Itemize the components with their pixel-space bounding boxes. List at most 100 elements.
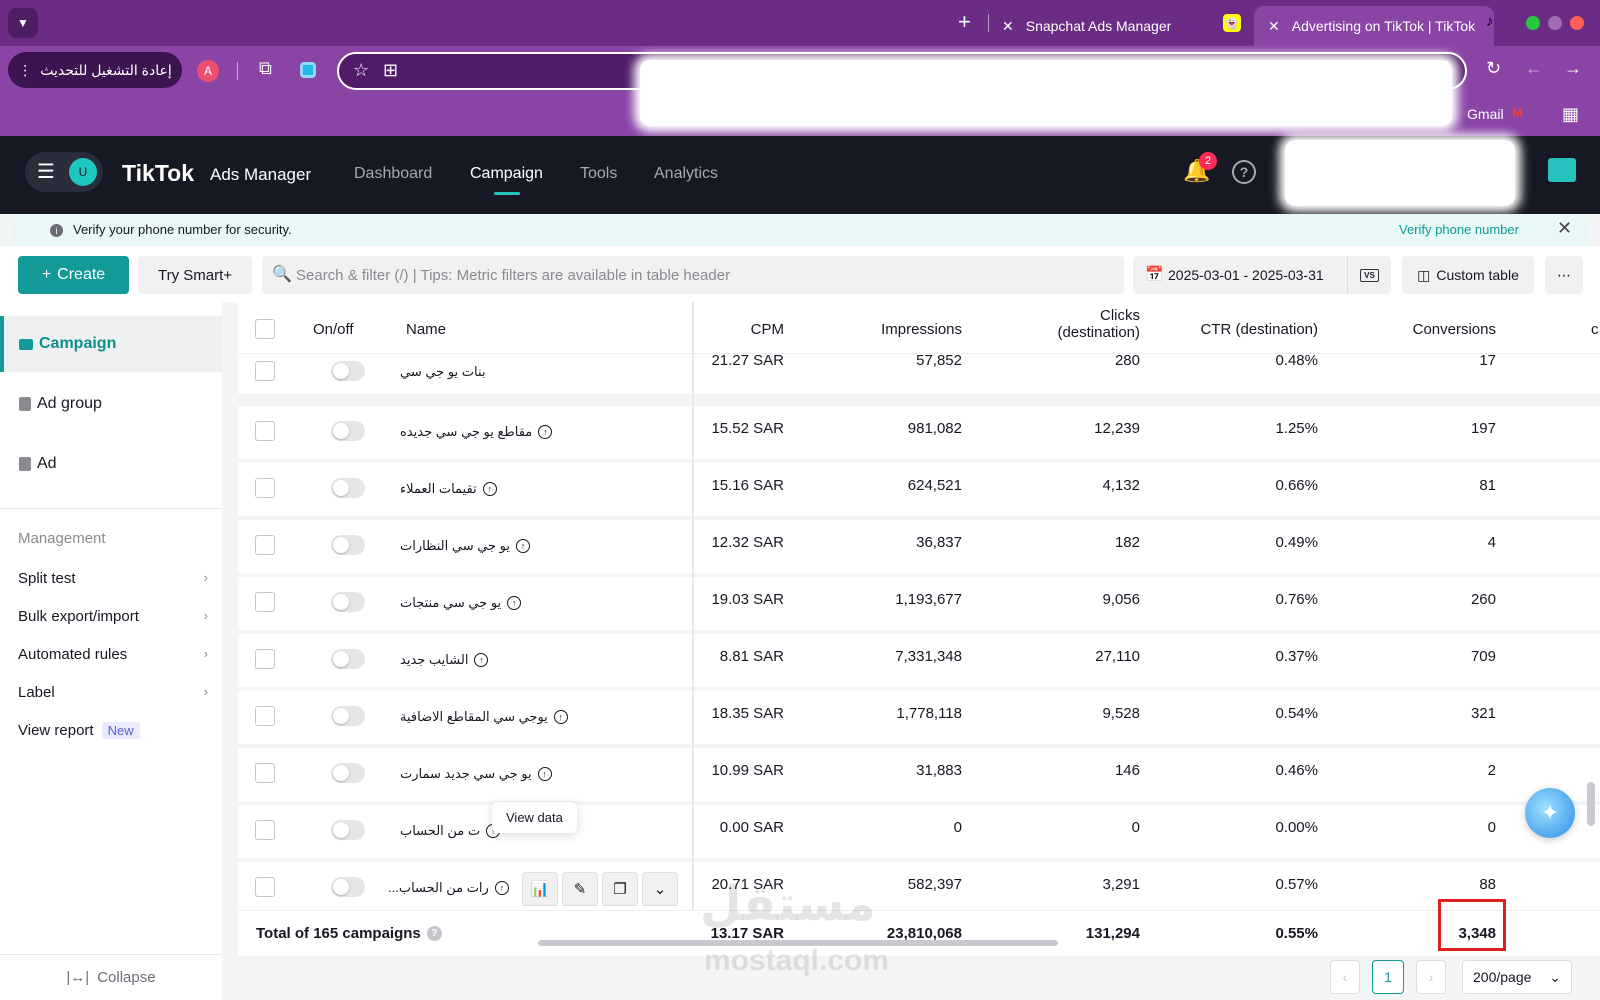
close-window-icon[interactable] bbox=[1570, 16, 1584, 30]
column-name[interactable]: Name bbox=[406, 321, 447, 338]
page-size-select[interactable]: 200/page ⌄ bbox=[1462, 960, 1572, 994]
minimize-window-icon[interactable] bbox=[1548, 16, 1562, 30]
table-row[interactable]: يو جي سي منتجات ↑ 19.03 SAR 1,193,677 9,056 0… bbox=[238, 577, 1600, 630]
close-tab-icon[interactable]: ✕ bbox=[1268, 17, 1280, 34]
reload-icon[interactable]: ↻ bbox=[1486, 58, 1502, 78]
new-tab-icon[interactable]: + bbox=[958, 9, 971, 34]
translate-icon[interactable]: ⊞ bbox=[383, 60, 399, 80]
campaign-name[interactable]: يوجي سي المقاطع الاضافية ↑ bbox=[400, 709, 568, 725]
row-checkbox[interactable] bbox=[255, 877, 275, 897]
table-row[interactable]: يوجي سي المقاطع الاضافية ↑ 18.35 SAR 1,778,… bbox=[238, 691, 1600, 744]
page-number[interactable]: 1 bbox=[1372, 960, 1404, 994]
sidebar-item-ad[interactable]: Ad bbox=[0, 436, 222, 492]
campaign-name[interactable]: ت من الحساب↑ bbox=[400, 823, 501, 839]
sidebar-item-ad-group[interactable]: Ad group bbox=[0, 376, 222, 432]
assistant-sparkle-icon[interactable]: ✦ bbox=[1525, 788, 1575, 838]
create-button[interactable]: + Create bbox=[18, 256, 129, 294]
verify-phone-link[interactable]: Verify phone number bbox=[1399, 222, 1519, 237]
vertical-scrollbar[interactable] bbox=[1587, 782, 1595, 826]
row-checkbox[interactable] bbox=[255, 535, 275, 555]
account-menu-button[interactable]: ☰ U bbox=[25, 152, 103, 192]
row-checkbox[interactable] bbox=[255, 820, 275, 840]
campaign-toggle[interactable] bbox=[331, 649, 365, 669]
campaign-name[interactable]: يو جي سي منتجات ↑ bbox=[400, 595, 522, 611]
horizontal-scrollbar[interactable] bbox=[538, 940, 1058, 946]
campaign-toggle[interactable] bbox=[331, 820, 365, 840]
sidebar-item-label-menu[interactable]: Label › bbox=[18, 684, 208, 701]
collapse-sidebar-button[interactable]: |↔| Collapse bbox=[0, 954, 222, 1000]
next-page-button[interactable]: › bbox=[1416, 960, 1446, 994]
tab-search-icon[interactable]: ▼ bbox=[8, 8, 38, 38]
select-all-checkbox[interactable] bbox=[255, 319, 275, 339]
back-icon[interactable]: → bbox=[1564, 58, 1582, 78]
compare-button[interactable]: VS bbox=[1347, 256, 1391, 294]
try-smart-plus-button[interactable]: Try Smart+ bbox=[138, 256, 252, 294]
tab-snapchat[interactable]: ✕ Snapchat Ads Manager bbox=[1002, 6, 1252, 46]
prev-page-button[interactable]: ‹ bbox=[1330, 960, 1360, 994]
view-data-chart-icon[interactable]: 📊 bbox=[522, 872, 558, 906]
campaign-name[interactable]: بنات يو جي سي bbox=[400, 364, 486, 380]
campaign-toggle[interactable] bbox=[331, 706, 365, 726]
table-row[interactable]: تقيمات العملاء ↑ 15.16 SAR 624,521 4,132 0.66… bbox=[238, 463, 1600, 516]
help-circle-icon[interactable]: ? bbox=[426, 926, 442, 941]
custom-table-button[interactable]: ◫ Custom table bbox=[1402, 256, 1534, 294]
table-row[interactable]: ...رات من الحساب ↑ 20.71 SAR 582,397 3,291 0.… bbox=[238, 862, 1600, 915]
close-banner-icon[interactable]: ✕ bbox=[1557, 218, 1573, 238]
campaign-toggle[interactable] bbox=[331, 877, 365, 897]
column-cpm[interactable]: CPM bbox=[750, 321, 784, 338]
row-checkbox[interactable] bbox=[255, 361, 275, 381]
apps-grid-icon[interactable]: ▦ bbox=[1562, 104, 1580, 124]
screenshot-extension-icon[interactable] bbox=[300, 62, 316, 78]
table-row[interactable]: الشايب جديد ↑ 8.81 SAR 7,331,348 27,110 0.37%… bbox=[238, 634, 1600, 687]
more-options-button[interactable]: ⋯ bbox=[1545, 256, 1583, 294]
sidebar-item-split-test[interactable]: Split test › bbox=[18, 570, 208, 587]
campaign-name[interactable]: يو جي سي النظارات ↑ bbox=[400, 538, 531, 554]
nav-tools[interactable]: Tools bbox=[580, 165, 618, 182]
sidebar-item-bulk-export[interactable]: Bulk export/import › bbox=[18, 608, 208, 625]
campaign-name[interactable]: ...رات من الحساب ↑ bbox=[388, 880, 509, 896]
campaign-toggle[interactable] bbox=[331, 478, 365, 498]
row-checkbox[interactable] bbox=[255, 592, 275, 612]
sidebar-item-campaign[interactable]: Campaign bbox=[0, 316, 222, 372]
table-row[interactable]: ت من الحساب↑ 0.00 SAR 0 0 0.00% 0 bbox=[238, 805, 1600, 858]
edit-pencil-icon[interactable]: ✎ bbox=[562, 872, 598, 906]
column-impressions[interactable]: Impressions bbox=[881, 321, 962, 338]
row-checkbox[interactable] bbox=[255, 649, 275, 669]
close-tab-icon[interactable]: ✕ bbox=[1002, 17, 1014, 34]
maximize-window-icon[interactable] bbox=[1526, 16, 1540, 30]
campaign-name[interactable]: الشايب جديد ↑ bbox=[400, 652, 489, 668]
chevron-down-icon[interactable]: ⌄ bbox=[642, 872, 678, 906]
sidebar-item-view-report[interactable]: View report New bbox=[18, 722, 208, 739]
row-checkbox[interactable] bbox=[255, 763, 275, 783]
nav-analytics[interactable]: Analytics bbox=[654, 165, 719, 182]
campaign-name[interactable]: يو جي سي جديد سمارت ↑ bbox=[400, 766, 552, 782]
nav-campaign[interactable]: Campaign bbox=[470, 165, 543, 182]
column-onoff[interactable]: On/off bbox=[313, 321, 354, 338]
table-row[interactable]: بنات يو جي سي 21.27 SAR 57,852 280 0.48% 17 bbox=[238, 354, 1600, 394]
gmail-link[interactable]: Gmail bbox=[1467, 106, 1504, 122]
extensions-puzzle-icon[interactable]: ⧉ bbox=[259, 58, 272, 78]
forward-icon[interactable]: ← bbox=[1525, 58, 1543, 78]
campaign-name[interactable]: تقيمات العملاء ↑ bbox=[400, 481, 497, 497]
duplicate-icon[interactable]: ❐ bbox=[602, 872, 638, 906]
nav-dashboard[interactable]: Dashboard bbox=[354, 165, 433, 182]
bookmark-star-icon[interactable]: ☆ bbox=[353, 60, 370, 80]
date-range-picker[interactable]: 📅 2025-03-01 - 2025-03-31 VS bbox=[1133, 256, 1391, 294]
sidebar-item-automated-rules[interactable]: Automated rules › bbox=[18, 646, 208, 663]
column-clicks[interactable]: Clicks (destination) bbox=[1018, 307, 1140, 341]
tiktok-logo[interactable]: TikTok bbox=[122, 160, 194, 186]
column-conversions[interactable]: Conversions bbox=[1412, 321, 1496, 338]
campaign-toggle[interactable] bbox=[331, 592, 365, 612]
campaign-toggle[interactable] bbox=[331, 421, 365, 441]
row-checkbox[interactable] bbox=[255, 421, 275, 441]
search-input[interactable] bbox=[296, 256, 1116, 294]
campaign-toggle[interactable] bbox=[331, 361, 365, 381]
profile-avatar[interactable]: A bbox=[197, 60, 219, 82]
column-ctr[interactable]: CTR (destination) bbox=[1200, 321, 1318, 338]
help-icon[interactable]: ? bbox=[1232, 160, 1256, 184]
campaign-toggle[interactable] bbox=[331, 535, 365, 555]
tab-tiktok[interactable]: ✕ Advertising on TikTok | TikTok bbox=[1254, 6, 1494, 46]
table-row[interactable]: يو جي سي جديد سمارت ↑ 10.99 SAR 31,883 146 0.… bbox=[238, 748, 1600, 801]
table-row[interactable]: مقاطع يو جي سي جديده ↑ 15.52 SAR 981,082 12,… bbox=[238, 406, 1600, 459]
restart-to-update-button[interactable]: ⋮ إعادة التشغيل للتحديث bbox=[8, 52, 182, 88]
